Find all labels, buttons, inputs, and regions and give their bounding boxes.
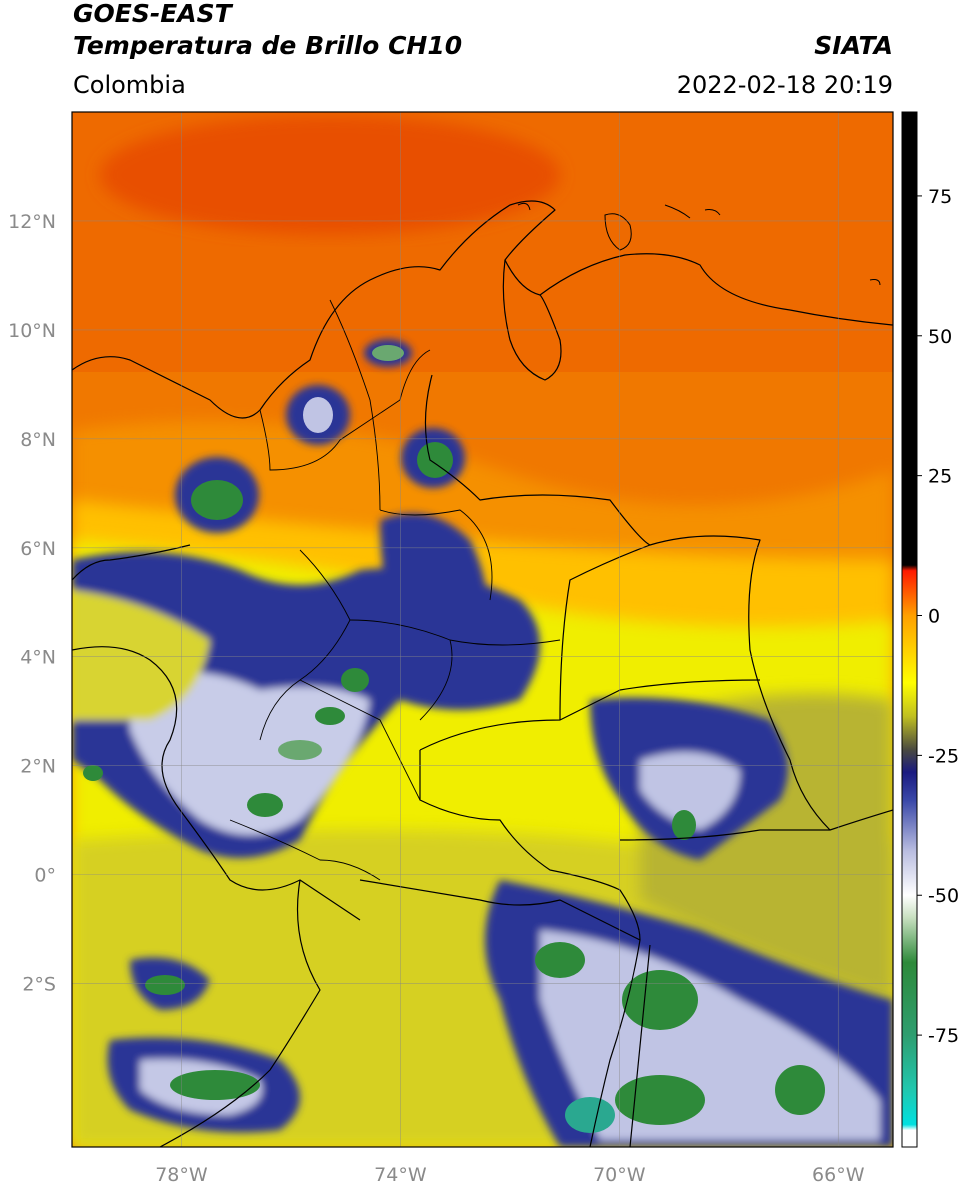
department-borders — [229, 299, 561, 881]
cold-core-darien — [191, 480, 243, 520]
caribbean-coastline — [72, 200, 893, 419]
island-tortuga — [664, 204, 691, 219]
cold-core-pacific — [83, 765, 103, 781]
cold-core-andes-1 — [341, 668, 369, 692]
island-trinidad — [869, 279, 881, 286]
cold-core-andes-4 — [247, 793, 283, 817]
cold-core-east — [672, 810, 696, 840]
brazil-border — [619, 809, 893, 841]
colorbar-tick-label: 50 — [928, 326, 952, 348]
island-blanquilla — [704, 209, 721, 216]
cold-core-andes-3 — [278, 740, 322, 760]
island-margarita — [604, 213, 632, 251]
agency-label: SIATA — [814, 31, 893, 60]
cold-core-southwest — [170, 1070, 260, 1100]
cloud-andes-inner — [130, 672, 370, 835]
cold-core-amazon-1 — [535, 942, 585, 978]
satellite-title: GOES-EAST — [73, 0, 232, 28]
cold-core-amazon-2 — [622, 970, 698, 1030]
island-aruba — [517, 202, 531, 211]
cold-core-amazon-4 — [775, 1065, 825, 1115]
cold-cloud-tops — [83, 345, 825, 1133]
datetime-label: 2022-02-18 20:19 — [676, 71, 893, 99]
map-frame — [71, 111, 894, 1148]
colombia-peru-border — [359, 879, 641, 941]
lat-tick-label: 2°S — [22, 974, 56, 996]
cold-core-sw-small — [145, 975, 185, 995]
lat-tick-label: 12°N — [8, 211, 56, 233]
brightness-temperature-field — [72, 112, 893, 1147]
colorbar — [902, 112, 917, 1147]
borders-and-coastlines — [72, 200, 893, 1147]
colorbar-frame — [901, 111, 918, 1148]
lat-tick-label: 6°N — [20, 538, 56, 560]
inner-border-meta — [419, 679, 761, 751]
colorbar-tick-label: 0 — [928, 606, 940, 628]
ecuador-peru-border — [159, 879, 321, 1147]
inner-border-east — [559, 544, 651, 721]
product-title: Temperatura de Brillo CH10 — [73, 31, 463, 60]
cloud-magdalena — [380, 513, 488, 675]
lon-tick-label: 70°W — [593, 1164, 646, 1186]
colombia-venezuela-border — [424, 374, 831, 831]
field-warm-core — [100, 115, 560, 235]
lat-tick-label: 0° — [34, 865, 56, 887]
colorbar-tick-label: 75 — [928, 186, 952, 208]
lat-tick-label: 10°N — [8, 320, 56, 342]
cold-core-sierra-nevada — [372, 345, 404, 361]
colorbar-labels: 75 50 25 0 -25 -50 -75 — [917, 186, 959, 1047]
cloud-east-inner — [640, 752, 740, 830]
cold-core-cordoba — [303, 397, 333, 433]
lon-tick-label: 78°W — [155, 1164, 208, 1186]
lat-tick-label: 4°N — [20, 647, 56, 669]
lat-tick-label: 8°N — [20, 429, 56, 451]
lake-maracaibo — [502, 259, 562, 381]
cold-core-amazon-3 — [615, 1075, 705, 1125]
colorbar-tick-label: -25 — [928, 745, 959, 767]
colorbar-tick-label: -75 — [928, 1025, 959, 1047]
lon-tick-label: 66°W — [812, 1164, 865, 1186]
region-label: Colombia — [73, 71, 186, 99]
latitude-labels: 12°N 10°N 8°N 6°N 4°N 2°N 0° 2°S — [8, 211, 56, 996]
gridlines — [72, 112, 893, 1147]
lat-tick-label: 2°N — [20, 756, 56, 778]
brazil-peru-border — [629, 944, 651, 1147]
colorbar-tick-label: 25 — [928, 466, 952, 488]
lon-tick-label: 74°W — [374, 1164, 427, 1186]
cold-core-andes-2 — [315, 707, 345, 725]
cold-core-amazon-5 — [565, 1097, 615, 1133]
colorbar-tick-label: -50 — [928, 885, 959, 907]
colombia-southeast-border — [419, 750, 641, 1147]
longitude-labels: 78°W 74°W 70°W 66°W — [155, 1164, 864, 1186]
islands — [517, 202, 881, 286]
